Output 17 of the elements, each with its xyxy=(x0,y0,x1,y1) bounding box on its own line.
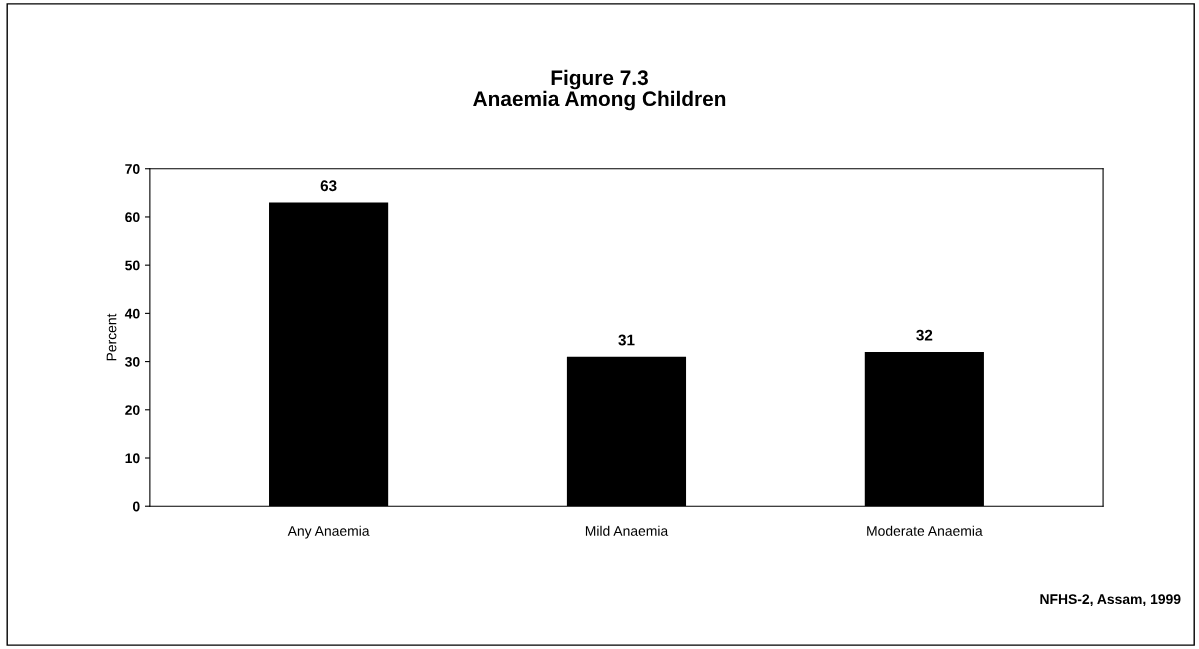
y-tick-label: 20 xyxy=(125,405,140,415)
text: NFHS-2, Assam, 1999 xyxy=(1040,594,1181,607)
y-tick-label: 10 xyxy=(125,453,140,464)
y-tick-label: 40 xyxy=(124,308,140,319)
data-label: 63 xyxy=(320,180,337,192)
x-tick-label: Moderate Anaemia xyxy=(867,525,983,536)
y-tick-label: 50 xyxy=(125,260,140,271)
x-tick-label: Mild Anaemia xyxy=(585,525,669,536)
x-tick-label: Any Anaemia xyxy=(287,525,370,539)
data-label: 32 xyxy=(916,329,933,341)
y-tick-label: 0 xyxy=(132,501,140,512)
y-axis-title: Percent xyxy=(106,313,117,361)
y-tick-label: 60 xyxy=(125,212,140,223)
y-tick-label: 70 xyxy=(125,164,140,174)
y-tick-label: 30 xyxy=(125,356,140,367)
chart-title: Figure 7.3 Anaemia Among Children xyxy=(473,69,726,111)
data-label: 31 xyxy=(618,334,635,346)
